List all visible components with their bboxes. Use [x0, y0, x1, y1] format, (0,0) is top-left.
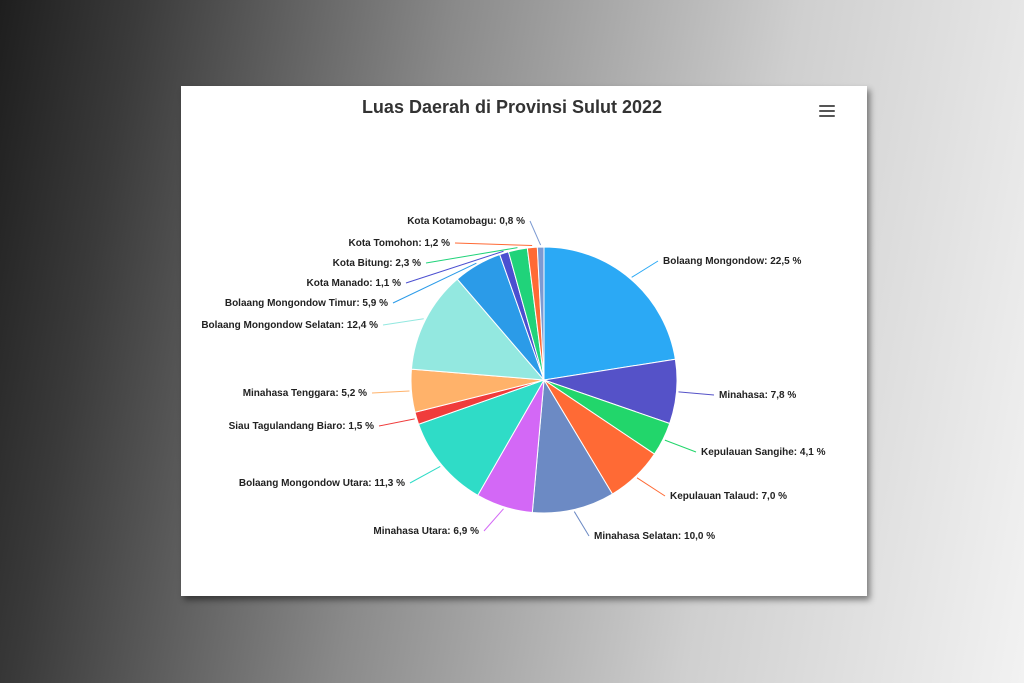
connector-line: [636, 477, 666, 497]
data-label: Bolaang Mongondow: 22,5 %: [663, 256, 801, 267]
data-label: Minahasa Tenggara: 5,2 %: [243, 388, 367, 399]
pie-slice-bolaang-mongondow[interactable]: [543, 246, 676, 381]
data-label: Minahasa Selatan: 10,0 %: [594, 531, 715, 542]
connector-line: [573, 511, 590, 537]
connector-line: [392, 262, 477, 304]
connector-line: [483, 508, 504, 532]
hamburger-menu-icon[interactable]: [819, 105, 835, 119]
connector-line: [378, 418, 415, 427]
data-label: Kota Bitung: 2,3 %: [333, 258, 421, 269]
connector-line: [454, 242, 533, 247]
chart-card: Luas Daerah di Provinsi Sulut 2022 Bolaa…: [181, 86, 867, 596]
pie-chart: Luas Daerah di Provinsi Sulut 2022 Bolaa…: [201, 97, 826, 542]
data-label: Bolaang Mongondow Utara: 11,3 %: [239, 478, 405, 489]
pie-slice-minahasa-selatan[interactable]: [531, 378, 614, 514]
pie-slice-kota-kotamobagu[interactable]: [536, 246, 545, 381]
data-label: Kepulauan Talaud: 7,0 %: [670, 491, 787, 502]
connector-line: [409, 465, 441, 484]
data-label: Bolaang Mongondow Selatan: 12,4 %: [201, 320, 378, 331]
data-label: Siau Tagulandang Biaro: 1,5 %: [229, 421, 375, 432]
data-label: Minahasa: 7,8 %: [719, 390, 796, 401]
connector-line: [678, 391, 715, 396]
data-label: Kepulauan Sangihe: 4,1 %: [701, 447, 826, 458]
connector-line: [529, 220, 542, 246]
pie-slice-bolaang-mongondow-selatan[interactable]: [410, 278, 546, 381]
data-label: Kota Kotamobagu: 0,8 %: [407, 216, 525, 227]
data-label: Kota Tomohon: 1,2 %: [349, 238, 451, 249]
connector-line: [425, 247, 518, 264]
data-label: Minahasa Utara: 6,9 %: [373, 526, 479, 537]
chart-title: Luas Daerah di Provinsi Sulut 2022: [362, 97, 662, 117]
data-label: Kota Manado: 1,1 %: [307, 278, 402, 289]
connector-line: [405, 250, 504, 284]
connector-line: [382, 318, 424, 326]
connector-line: [631, 260, 659, 278]
pie-slice-bolaang-mongondow-utara[interactable]: [417, 379, 546, 497]
connector-line: [371, 390, 410, 394]
data-label: Bolaang Mongondow Timur: 5,9 %: [225, 298, 388, 309]
connector-line: [664, 439, 697, 453]
